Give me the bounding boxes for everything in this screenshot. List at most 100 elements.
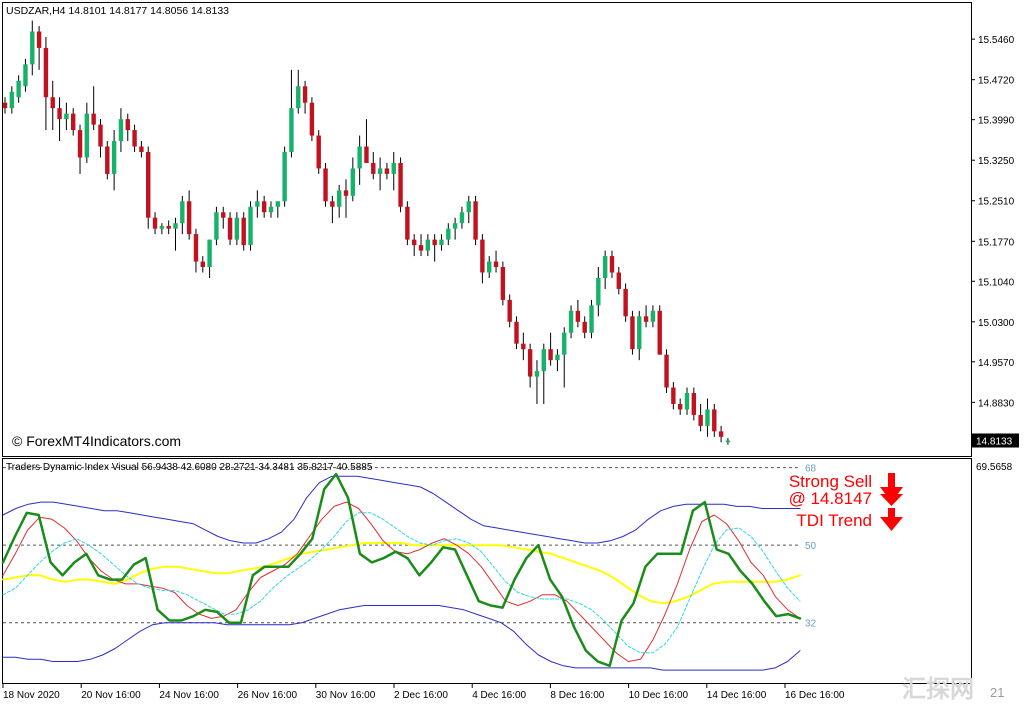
candle-body [405,206,410,240]
candle [289,69,294,158]
candle [712,403,717,437]
candle [173,217,178,251]
time-tick-label: 16 Dec 16:00 [785,690,845,701]
time-tick-label: 8 Dec 16:00 [550,690,604,701]
candle [725,438,731,445]
candle [405,201,410,246]
candle-body [432,239,437,246]
candle [275,201,280,218]
level-label: 68 [805,464,817,475]
candle [282,146,287,207]
candle [671,382,676,410]
candle-body [500,267,506,300]
candle-body [36,31,42,48]
price-tick-label: 15.5460 [978,35,1015,46]
candle-body [466,201,471,213]
candle [487,256,492,278]
series-market-base [2,542,801,605]
indicator-window[interactable]: 68 50 32 Traders Dynamic Index Visual 56.9… [1,462,1013,671]
candle-body [111,141,117,174]
candle [166,220,171,235]
price-tick-label: 15.2510 [978,197,1015,208]
level-label: 50 [805,541,817,552]
candle-body [671,387,676,404]
candle-body [186,201,192,235]
candle [77,124,83,174]
candle-body [241,217,246,246]
candle [555,349,560,372]
candle-body [718,431,724,437]
candle-body [268,206,274,213]
candle [357,135,362,185]
candle [500,261,506,306]
candle [589,299,594,339]
sell-arrow-icon [880,473,903,506]
price-tick-label: 14.9570 [978,358,1015,369]
chart-title: USDZAR,H4 14.8101 14.8177 14.8056 14.813… [6,5,229,17]
candle [684,387,690,415]
candle [439,234,444,251]
candle [186,190,192,240]
candle-body [91,113,96,125]
candle-body [323,168,328,202]
price-tick-label: 14.8830 [978,398,1015,409]
series-signal-line [2,512,801,654]
candle-body [248,206,253,246]
trend-down-arrow-icon [880,508,903,531]
candle [412,234,417,257]
candle-body [568,310,574,333]
candle [159,223,165,235]
candle [425,234,431,257]
candle-body [589,305,594,333]
candle [241,212,246,251]
main-chart-window[interactable]: 15.5460 15.4720 15.3990 15.3250 15.2510 15.17… [2,5,1019,449]
candle-body [23,64,28,87]
candle-body [398,162,403,207]
time-tick-label: 4 Dec 16:00 [472,690,526,701]
candle-body [541,349,546,372]
series-lower-band [2,605,801,671]
candle-body [657,310,662,355]
candle [105,141,110,180]
time-tick-label: 26 Nov 16:00 [238,690,298,701]
candle [418,234,424,257]
candle [384,162,390,180]
candle-body [132,130,137,147]
time-axis: 18 Nov 2020 20 Nov 16:00 24 Nov 16:00 26 No… [2,684,845,701]
candle-body [193,234,199,262]
candle-body [118,119,124,142]
candle-body [459,212,465,224]
candle [64,102,69,131]
candle [227,212,233,246]
candle-body [418,245,424,251]
candle [118,108,124,152]
candle-body [609,256,615,273]
candle-body [425,239,431,251]
candle [234,212,240,246]
candle [255,190,260,218]
candle-body [125,119,130,131]
candle [248,201,253,251]
candle-body [50,97,55,109]
candle [698,403,703,432]
candle-body [439,239,444,246]
candle-body [139,146,144,152]
candle [664,349,669,394]
candle-body [9,91,15,109]
series-rsi-line [1,472,802,668]
candle [84,102,90,163]
candle-body [275,201,280,207]
candle-body [691,393,697,415]
candle-body [357,146,362,169]
candle-body [664,354,669,388]
series-price-line [2,501,801,662]
candle-body [234,217,240,240]
candle [616,267,621,295]
candle [323,162,328,207]
candle [214,206,219,246]
candle-body [684,393,690,410]
candle-body [166,225,171,229]
candle-body [514,321,519,344]
candle [296,69,301,114]
time-tick-label: 24 Nov 16:00 [159,690,219,701]
